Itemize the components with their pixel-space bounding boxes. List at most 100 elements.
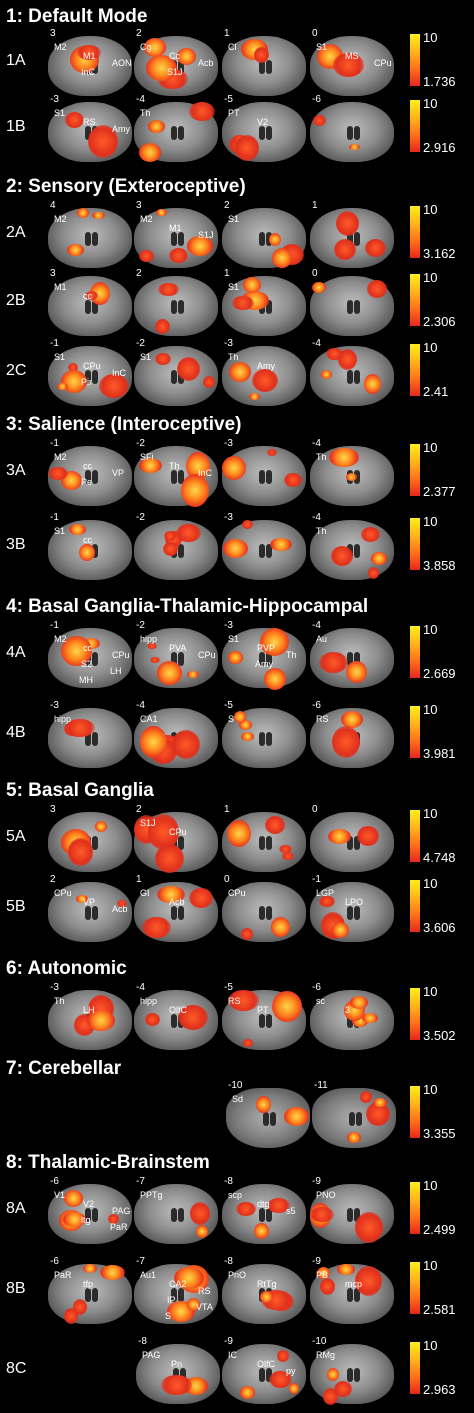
slice-coordinate: -3	[50, 700, 59, 711]
slice-coordinate: -4	[136, 700, 145, 711]
activation-blob	[140, 726, 167, 758]
activation-blob	[61, 636, 92, 666]
ventricle	[269, 1112, 276, 1126]
slice-coordinate: 3	[50, 268, 56, 279]
region-label: PaR	[110, 1222, 128, 1232]
brain-slice-image	[134, 102, 218, 162]
colorbar	[410, 706, 420, 758]
ventricle	[177, 652, 184, 666]
region-label: Cc	[169, 51, 180, 61]
activation-blob	[189, 102, 215, 121]
region-label: M2	[54, 452, 67, 462]
activation-blob	[282, 852, 294, 860]
ventricle	[258, 470, 265, 484]
ventricle	[258, 836, 265, 850]
slice-coordinate: -4	[312, 338, 321, 349]
brain-slice-image	[134, 446, 218, 507]
ventricle	[258, 232, 265, 246]
region-label: CPu	[228, 888, 246, 898]
activation-blob	[350, 996, 368, 1009]
activation-blob	[332, 726, 360, 758]
slice-coordinate: -3	[224, 620, 233, 631]
brain-slice-image	[134, 882, 218, 942]
activation-blob	[334, 239, 356, 260]
colorbar-min-label: 3.981	[423, 746, 456, 761]
colorbar	[410, 344, 420, 396]
brain-slice-image	[310, 346, 394, 406]
region-label: RMg	[316, 1350, 336, 1360]
ventricle	[170, 232, 177, 246]
section-title: 5: Basal Ganglia	[6, 780, 154, 801]
activation-blob	[172, 730, 200, 759]
ventricle	[258, 1368, 265, 1382]
slice-coordinate: 2	[136, 804, 142, 815]
activation-blob	[269, 1371, 292, 1388]
slice-coordinate: -4	[312, 620, 321, 631]
activation-blob	[228, 651, 243, 664]
region-label: M2	[54, 42, 67, 52]
brain-slice-image	[310, 1184, 394, 1244]
activation-blob	[57, 383, 68, 390]
slice-coordinate: -9	[224, 1336, 233, 1347]
region-label: AON	[112, 58, 132, 68]
row-label: 8A	[6, 1200, 26, 1217]
activation-blob	[229, 362, 251, 382]
ventricle	[353, 1208, 360, 1222]
brain-slice-image	[310, 812, 394, 872]
activation-blob	[146, 55, 177, 81]
slice-coordinate: -6	[50, 1256, 59, 1267]
activation-blob	[239, 720, 252, 730]
region-label: LPO	[345, 897, 364, 907]
activation-blob	[260, 628, 289, 656]
slice-coordinate: -4	[312, 438, 321, 449]
slice-coordinate: -4	[312, 512, 321, 523]
activation-blob	[85, 291, 98, 300]
brain-slice-image	[310, 708, 394, 768]
activation-blob	[92, 212, 105, 219]
brain-slice-image	[310, 1344, 394, 1405]
slice-coordinate: 2	[224, 200, 230, 211]
activation-blob	[327, 1368, 339, 1381]
slice-coordinate: -5	[224, 700, 233, 711]
colorbar	[410, 100, 420, 152]
region-label: cc	[83, 535, 92, 545]
activation-blob	[77, 45, 101, 60]
row-label: 2B	[6, 292, 26, 309]
slice-coordinate: -2	[136, 512, 145, 523]
region-label: hipp	[140, 996, 158, 1006]
slice-coordinate: 1	[312, 200, 318, 211]
row-label: 3B	[6, 536, 26, 553]
row-label: 8B	[6, 1280, 26, 1297]
region-label: Pir	[81, 377, 92, 387]
colorbar-max-label: 10	[423, 1082, 438, 1097]
region-label: IC	[228, 1350, 237, 1360]
colorbar-min-label: 2.581	[423, 1302, 456, 1317]
slice-coordinate: -1	[50, 512, 59, 523]
activation-blob	[355, 1212, 383, 1243]
brain-slice-image	[222, 102, 306, 162]
brain-slice-image	[48, 708, 132, 768]
colorbar-max-label: 10	[423, 1178, 438, 1193]
ventricle	[170, 370, 177, 384]
activation-blob	[148, 814, 179, 850]
region-label: scp	[228, 1190, 243, 1200]
activation-blob	[158, 283, 179, 296]
brain-slice-image	[222, 1184, 306, 1244]
ventricle	[353, 544, 360, 558]
ventricle	[84, 732, 91, 746]
region-label: hipp	[140, 634, 158, 644]
ventricle	[170, 906, 177, 920]
region-label: Sd	[232, 1094, 244, 1104]
ventricle	[91, 652, 98, 666]
ventricle	[258, 652, 265, 666]
region-label: M2	[54, 214, 67, 224]
activation-blob	[326, 348, 343, 360]
activation-blob	[365, 239, 386, 257]
activation-blob	[99, 374, 129, 398]
region-label: PAG	[112, 1206, 131, 1216]
ventricle	[170, 1288, 177, 1302]
brain-slice-image	[48, 990, 132, 1050]
region-label: S1	[228, 634, 240, 644]
colorbar-max-label: 10	[423, 202, 438, 217]
brain-slice-image	[222, 446, 306, 506]
